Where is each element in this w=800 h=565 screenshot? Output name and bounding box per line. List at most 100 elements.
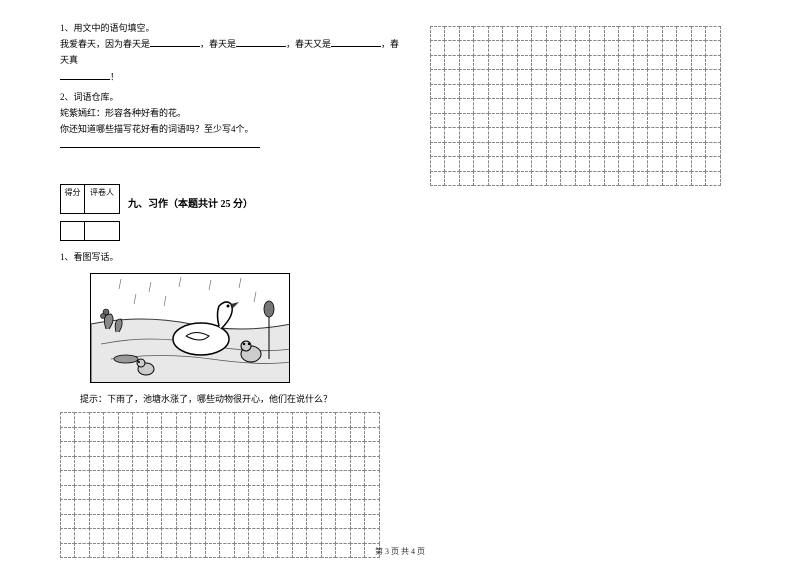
grid-cell[interactable] [502, 156, 518, 172]
grid-cell[interactable] [502, 55, 518, 71]
grid-cell[interactable] [618, 69, 634, 85]
grid-cell[interactable] [531, 171, 547, 187]
writing-grid-left[interactable] [60, 413, 400, 558]
grid-cell[interactable] [488, 55, 504, 71]
grid-cell[interactable] [691, 40, 707, 56]
grid-cell[interactable] [705, 156, 721, 172]
grid-cell[interactable] [335, 441, 351, 457]
grid-cell[interactable] [263, 470, 279, 486]
grid-cell[interactable] [705, 142, 721, 158]
grid-cell[interactable] [335, 514, 351, 530]
grid-cell[interactable] [618, 26, 634, 42]
grid-cell[interactable] [118, 456, 134, 472]
grid-cell[interactable] [118, 485, 134, 501]
blank-input[interactable] [331, 37, 381, 47]
grid-cell[interactable] [89, 456, 105, 472]
grid-cell[interactable] [676, 84, 692, 100]
grid-cell[interactable] [321, 441, 337, 457]
grid-cell[interactable] [647, 69, 663, 85]
grid-cell[interactable] [321, 412, 337, 428]
grid-cell[interactable] [364, 470, 380, 486]
grid-cell[interactable] [321, 470, 337, 486]
grid-cell[interactable] [364, 456, 380, 472]
grid-cell[interactable] [430, 98, 446, 114]
grid-cell[interactable] [633, 26, 649, 42]
grid-cell[interactable] [147, 514, 163, 530]
grid-cell[interactable] [89, 528, 105, 544]
grid-cell[interactable] [618, 40, 634, 56]
grid-cell[interactable] [676, 40, 692, 56]
grid-cell[interactable] [633, 127, 649, 143]
grid-cell[interactable] [74, 528, 90, 544]
grid-cell[interactable] [234, 485, 250, 501]
grid-cell[interactable] [248, 412, 264, 428]
grid-cell[interactable] [335, 470, 351, 486]
grid-cell[interactable] [321, 514, 337, 530]
grid-cell[interactable] [589, 26, 605, 42]
grid-cell[interactable] [488, 26, 504, 42]
grid-cell[interactable] [488, 113, 504, 129]
grid-cell[interactable] [459, 55, 475, 71]
grid-cell[interactable] [350, 470, 366, 486]
grid-cell[interactable] [219, 412, 235, 428]
grid-cell[interactable] [473, 69, 489, 85]
grid-cell[interactable] [459, 69, 475, 85]
grid-cell[interactable] [89, 499, 105, 515]
grid-cell[interactable] [248, 528, 264, 544]
grid-cell[interactable] [517, 142, 533, 158]
grid-cell[interactable] [335, 485, 351, 501]
grid-cell[interactable] [604, 69, 620, 85]
grid-cell[interactable] [263, 485, 279, 501]
grid-cell[interactable] [335, 499, 351, 515]
grid-cell[interactable] [676, 55, 692, 71]
grid-cell[interactable] [531, 142, 547, 158]
grid-cell[interactable] [705, 55, 721, 71]
grid-cell[interactable] [89, 485, 105, 501]
grid-cell[interactable] [190, 485, 206, 501]
grid-cell[interactable] [103, 456, 119, 472]
grid-cell[interactable] [277, 456, 293, 472]
grid-cell[interactable] [263, 412, 279, 428]
grid-cell[interactable] [517, 156, 533, 172]
grid-cell[interactable] [306, 412, 322, 428]
grid-cell[interactable] [604, 156, 620, 172]
grid-cell[interactable] [705, 171, 721, 187]
grid-cell[interactable] [60, 412, 76, 428]
grid-cell[interactable] [691, 55, 707, 71]
grid-cell[interactable] [502, 142, 518, 158]
grid-cell[interactable] [147, 427, 163, 443]
grid-cell[interactable] [517, 127, 533, 143]
grid-cell[interactable] [473, 127, 489, 143]
grid-cell[interactable] [575, 127, 591, 143]
grid-cell[interactable] [676, 156, 692, 172]
grid-cell[interactable] [430, 127, 446, 143]
grid-cell[interactable] [74, 485, 90, 501]
grid-cell[interactable] [517, 26, 533, 42]
grid-cell[interactable] [473, 55, 489, 71]
grid-cell[interactable] [321, 499, 337, 515]
grid-cell[interactable] [705, 40, 721, 56]
grid-cell[interactable] [430, 55, 446, 71]
grid-cell[interactable] [575, 156, 591, 172]
grid-cell[interactable] [502, 26, 518, 42]
grid-cell[interactable] [306, 485, 322, 501]
score-input[interactable] [61, 222, 85, 240]
grid-cell[interactable] [103, 528, 119, 544]
grid-cell[interactable] [335, 528, 351, 544]
grid-cell[interactable] [676, 142, 692, 158]
grid-cell[interactable] [103, 470, 119, 486]
grid-cell[interactable] [147, 499, 163, 515]
grid-cell[interactable] [248, 470, 264, 486]
grid-cell[interactable] [676, 113, 692, 129]
grid-cell[interactable] [74, 412, 90, 428]
grid-cell[interactable] [74, 456, 90, 472]
grid-cell[interactable] [633, 156, 649, 172]
grid-cell[interactable] [350, 485, 366, 501]
grid-cell[interactable] [132, 441, 148, 457]
grid-cell[interactable] [488, 142, 504, 158]
grid-cell[interactable] [459, 156, 475, 172]
grid-cell[interactable] [60, 499, 76, 515]
grid-cell[interactable] [502, 69, 518, 85]
grid-cell[interactable] [502, 84, 518, 100]
grid-cell[interactable] [263, 456, 279, 472]
